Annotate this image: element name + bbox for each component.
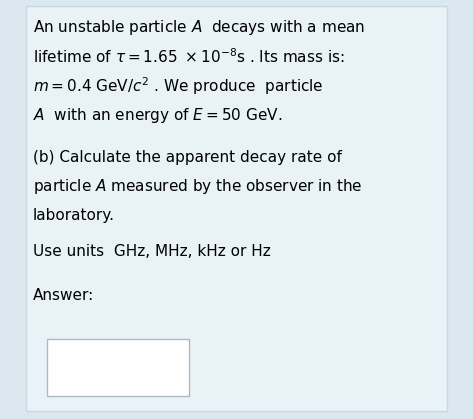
Text: $m = 0.4\ \mathrm{GeV}/c^2$ . We produce  particle: $m = 0.4\ \mathrm{GeV}/c^2$ . We produce… [33,75,324,97]
Text: lifetime of $\tau = 1.65\ \times 10^{-8}\mathrm{s}$ . Its mass is:: lifetime of $\tau = 1.65\ \times 10^{-8}… [33,47,345,66]
Text: Answer:: Answer: [33,288,94,303]
Text: laboratory.: laboratory. [33,208,115,223]
FancyBboxPatch shape [47,339,189,396]
FancyBboxPatch shape [26,6,447,411]
Text: $\mathit{A}$  with an energy of $E = 50\ \mathrm{GeV}$.: $\mathit{A}$ with an energy of $E = 50\ … [33,106,282,125]
Text: An unstable particle $\mathit{A}$  decays with a mean: An unstable particle $\mathit{A}$ decays… [33,18,365,37]
Text: Use units  GHz, MHz, kHz or Hz: Use units GHz, MHz, kHz or Hz [33,244,271,259]
Text: (b) Calculate the apparent decay rate of: (b) Calculate the apparent decay rate of [33,150,342,165]
Text: particle $\mathit{A}$ measured by the observer in the: particle $\mathit{A}$ measured by the ob… [33,177,363,196]
